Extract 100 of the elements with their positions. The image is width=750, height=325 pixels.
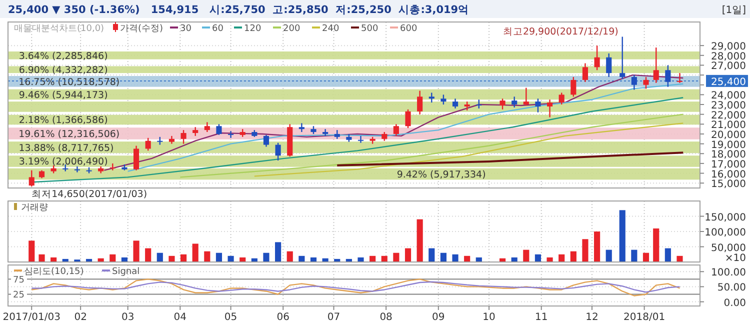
band-label: 6.90% (4,332,282): [18, 65, 108, 76]
bar: [582, 239, 588, 262]
bar: [358, 257, 364, 262]
bar: [642, 252, 650, 262]
line-series: [31, 278, 680, 296]
ref-line-label: 25,400: [711, 76, 746, 88]
bar: [631, 250, 638, 262]
legend-label: 200: [283, 24, 300, 34]
y-tick-label: 100.00: [711, 268, 746, 279]
x-tick-label: 02: [74, 312, 87, 323]
y-tick-label: 50,000: [711, 242, 746, 254]
text: 거래량: [21, 203, 48, 213]
y-tick-label: 15,000: [711, 179, 746, 190]
bar: [570, 251, 576, 262]
bar: [558, 254, 565, 262]
y-tick-label: 17,000: [711, 159, 746, 170]
legend-label: 심리도(10,15): [24, 267, 84, 277]
bar: [286, 251, 293, 262]
annotation: 최고29,900(2017/12/19): [502, 26, 618, 38]
legend-label: 가격(수정): [120, 24, 164, 34]
bar: [204, 251, 210, 262]
annotation: 최저14,650(2017/01/03): [32, 189, 148, 200]
bar: [619, 210, 626, 262]
bar: [393, 252, 400, 262]
bar: [38, 254, 45, 262]
y-tick-label: 0.00: [724, 298, 746, 309]
y-tick-label: 29,000: [711, 42, 746, 53]
y-axis-title: ×10: [724, 253, 746, 264]
candlestick: [180, 129, 186, 144]
chart-subtitle: 25,400 ▼ 350 (-1.36%) 154,915 시:25,750 고:25,850 저:25,250 시총:3,019억: [8, 4, 470, 16]
bar: [168, 256, 175, 262]
bar: [653, 228, 660, 262]
x-tick-label: 04: [174, 312, 187, 323]
bar: [263, 252, 270, 262]
band-label: 2.18% (1,366,586): [18, 115, 108, 126]
bar: [133, 240, 140, 262]
y-tick-label: 23,000: [711, 100, 746, 112]
bar: [275, 242, 282, 262]
line-series: [336, 152, 684, 166]
candlestick: [535, 98, 541, 113]
y-tick-label: 19,000: [711, 140, 746, 151]
x-tick-label: 10: [482, 312, 496, 323]
band-label: 16.75% (10,518,578): [18, 76, 120, 88]
legend-label: 60: [212, 24, 224, 34]
x-tick-label: 11: [534, 312, 548, 323]
y-tick-label: 18,000: [711, 150, 746, 161]
bar: [452, 254, 458, 262]
y-tick-label: 21,000: [711, 120, 746, 132]
bar: [534, 254, 542, 262]
bar: [664, 248, 671, 262]
bar: [404, 248, 412, 262]
x-tick-label: 09: [432, 312, 445, 323]
y-tick-label: 24,000: [711, 90, 746, 102]
band-label: 3.64% (2,285,846): [18, 50, 108, 62]
bar: [192, 244, 198, 262]
y-tick-label: 22,000: [711, 110, 746, 122]
bar: [428, 248, 435, 262]
x-tick-label: 05: [224, 312, 238, 323]
bar: [546, 257, 553, 262]
y-tick-label: 16,000: [711, 169, 746, 180]
band-label: 9.46% (5,944,173): [18, 90, 108, 101]
x-tick-label: 06: [276, 312, 290, 323]
bar: [28, 240, 35, 262]
bar: [594, 232, 600, 262]
ref-line-label: 25: [13, 290, 24, 301]
bar: [606, 250, 612, 262]
bar: [156, 252, 163, 262]
bar: [416, 219, 423, 262]
band-label: 9.42% (5,917,334): [396, 170, 486, 181]
band-label: 13.88% (8,717,765): [18, 142, 114, 154]
x-tick-label: 07: [327, 312, 340, 323]
line-series: [254, 122, 684, 177]
bar: [523, 250, 530, 262]
ref-line-label: 75: [13, 276, 24, 286]
y-tick-label: 50.00: [717, 282, 746, 294]
x-tick-label: 2017/01/03: [2, 312, 60, 323]
y-tick-label: 100,000: [704, 228, 746, 238]
legend-label: 500: [361, 24, 378, 34]
text: [1일]: [722, 5, 746, 16]
legend-label: Signal: [112, 267, 140, 277]
band-label: 19.61% (12,316,506): [18, 128, 120, 140]
line-series: [31, 281, 680, 293]
bar: [216, 252, 222, 262]
candlestick: [216, 124, 222, 136]
legend-label: 120: [244, 24, 262, 34]
bar: [440, 252, 446, 262]
bar: [676, 256, 683, 262]
line-series: [180, 114, 684, 178]
x-tick-label: 12: [586, 312, 598, 323]
bar: [180, 254, 187, 262]
candlestick: [500, 98, 506, 110]
x-tick-label: 2018/01: [624, 312, 666, 323]
legend-label: 30: [180, 24, 192, 34]
bar: [145, 248, 152, 262]
band-label: 3.19% (2,006,490): [18, 156, 108, 168]
legend-label: 600: [400, 24, 418, 34]
y-tick-label: 150,000: [704, 212, 746, 224]
legend-label: 240: [322, 24, 340, 34]
bar: [110, 254, 116, 262]
x-tick-label: 03: [121, 312, 134, 323]
